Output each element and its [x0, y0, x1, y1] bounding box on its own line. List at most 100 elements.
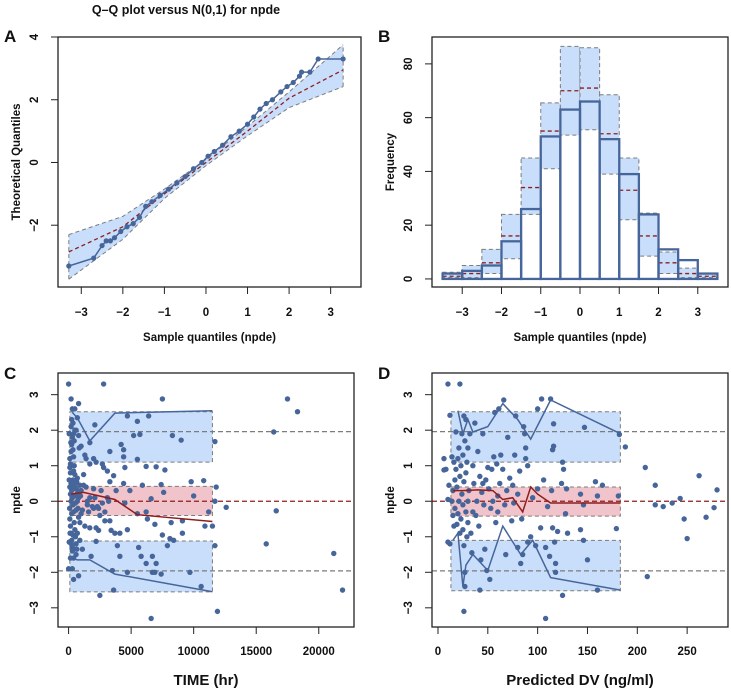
npde-point	[512, 452, 518, 458]
x-tick-label: 2	[655, 307, 661, 319]
qq-point	[219, 142, 226, 148]
npde-point	[534, 406, 541, 412]
qq-point	[296, 73, 303, 79]
npde-point	[71, 519, 77, 526]
npde-point	[548, 487, 555, 494]
qq-point	[269, 97, 276, 103]
x-tick-label: −3	[456, 307, 469, 319]
qq-point	[315, 56, 321, 62]
npde-point	[507, 475, 513, 481]
npde-point	[162, 467, 168, 473]
npde-point	[542, 615, 549, 622]
qq-point	[174, 180, 180, 186]
npde-point	[79, 507, 86, 513]
npde-point	[458, 463, 464, 469]
npde-point	[524, 463, 531, 469]
npde-point	[441, 467, 447, 473]
npde-point	[67, 484, 73, 490]
pi-band-bar	[599, 94, 620, 175]
qq-point	[244, 121, 251, 127]
npde-point	[473, 512, 479, 519]
observed-lower-percentile-line	[72, 557, 213, 593]
qq-point	[228, 134, 234, 140]
npde-point	[522, 445, 529, 451]
x-tick-label: 20000	[303, 646, 335, 658]
npde-point	[465, 498, 471, 504]
npde-point	[703, 514, 709, 520]
qq-point	[205, 153, 211, 159]
observed-bar	[519, 207, 542, 281]
npde-point	[158, 481, 164, 488]
x-tick-label: 100	[528, 646, 547, 658]
x-tick-label: 250	[678, 646, 697, 658]
plot-frame	[57, 372, 355, 628]
npde-point	[504, 487, 510, 494]
plot-frame	[431, 36, 729, 288]
x-axis-label: Sample quantiles (npde)	[143, 332, 276, 344]
npde-point	[493, 519, 499, 526]
qq-point	[190, 166, 197, 172]
npde-point	[117, 553, 123, 560]
x-tick-label: 3	[695, 307, 701, 319]
npde-point	[471, 480, 477, 487]
npde-point	[483, 477, 489, 483]
npde-point	[599, 482, 606, 488]
npde-point	[74, 546, 80, 552]
npde-point	[70, 420, 76, 426]
qq-point	[211, 148, 217, 155]
npde-point	[66, 431, 72, 437]
npde-point	[461, 413, 467, 419]
npde-point	[114, 542, 121, 549]
npde-point	[594, 587, 601, 593]
x-tick-label: 0	[577, 307, 583, 319]
npde-point	[482, 546, 488, 552]
y-tick-label: 0	[403, 276, 415, 282]
npde-point	[467, 431, 473, 437]
npde-point	[537, 525, 544, 531]
npde-point	[158, 571, 164, 577]
npde-point	[214, 608, 221, 615]
npde-point	[100, 381, 107, 387]
npde-point	[90, 455, 97, 462]
npde-point	[85, 509, 92, 515]
npde-point	[124, 413, 131, 419]
npde-point	[564, 530, 571, 536]
npde-point	[89, 503, 96, 510]
qq-point	[111, 235, 118, 241]
npde-point	[476, 523, 482, 529]
qq-point	[284, 83, 290, 90]
npde-point	[457, 473, 463, 480]
qq-point	[157, 192, 163, 199]
npde-point	[75, 432, 82, 439]
npde-point	[95, 527, 102, 534]
npde-point	[212, 438, 218, 445]
npde-point	[461, 608, 467, 615]
npde-point	[152, 569, 158, 575]
y-tick-label: 2	[29, 97, 41, 103]
npde-point	[134, 418, 141, 425]
lower-pi-band	[69, 540, 213, 593]
x-tick-label: 15000	[240, 646, 272, 658]
npde-point	[169, 432, 176, 439]
npde-point	[622, 444, 629, 450]
npde-point	[113, 487, 119, 494]
qq-point	[199, 159, 205, 166]
x-tick-label: 0	[203, 307, 209, 319]
npde-point	[529, 494, 536, 501]
npde-point	[518, 560, 524, 567]
npde-point	[497, 480, 503, 487]
npde-point	[205, 509, 212, 515]
x-tick-label: 2	[286, 307, 292, 319]
npde-point	[95, 505, 102, 512]
npde-point	[82, 523, 88, 529]
qq-point	[118, 228, 124, 235]
npde-point	[152, 521, 158, 528]
npde-point	[70, 576, 77, 583]
npde-point	[187, 569, 193, 575]
pi-band-bar	[618, 157, 640, 221]
npde-point	[145, 413, 152, 419]
npde-point	[470, 463, 476, 469]
npde-point	[137, 431, 143, 438]
x-tick-label: 50	[481, 646, 494, 658]
